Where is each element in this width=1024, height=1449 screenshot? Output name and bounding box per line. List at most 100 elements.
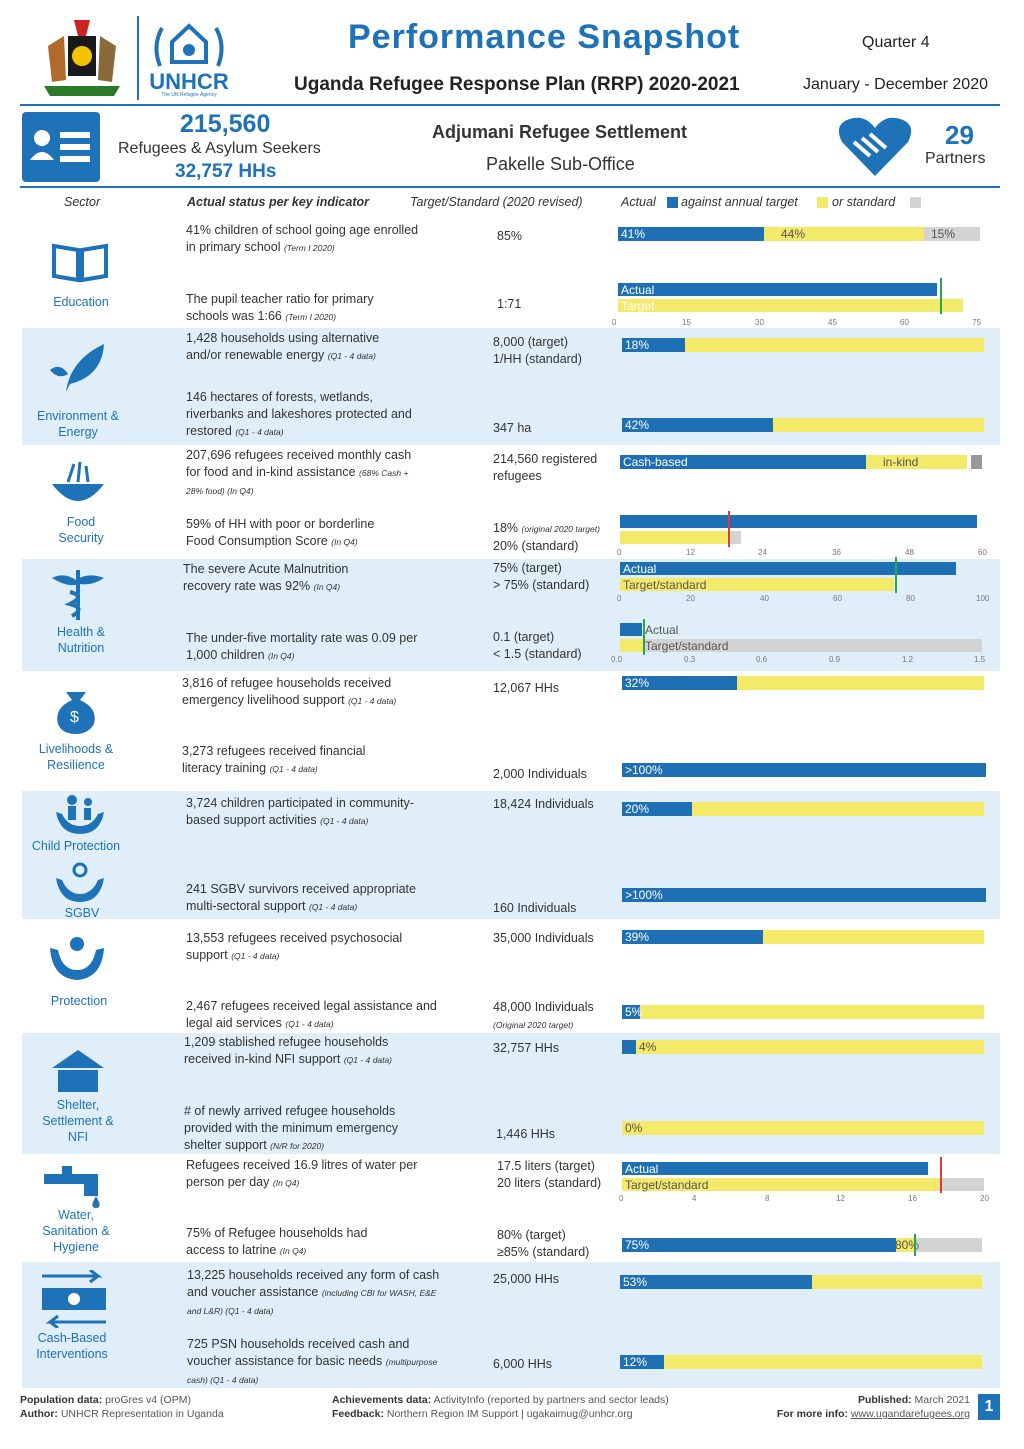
target-marker [728, 511, 730, 547]
chart-bar-actual [620, 515, 982, 528]
bar-label-actual: Actual [623, 562, 657, 576]
target-line: 0.1 (target) [493, 630, 555, 644]
axis-tick: 0 [617, 594, 622, 603]
indicator-text: 241 SGBV survivors received appropriate … [186, 881, 430, 916]
sector-cbi: Cash-Based Interventions [36, 1331, 108, 1361]
bar-standard [971, 455, 982, 469]
indicator-label: 2,467 refugees received legal assistance… [186, 999, 437, 1030]
target-marker [940, 278, 942, 314]
bar-label-target: Target [621, 299, 655, 313]
bar-label-target: 80% [895, 1238, 920, 1252]
target-value: 17.5 liters (target) 20 liters (standard) [497, 1158, 617, 1192]
indicator-label: 146 hectares of forests, wetlands, river… [186, 390, 412, 438]
target-value: 8,000 (target) 1/HH (standard) [493, 334, 613, 368]
bar-label-actual: >100% [625, 763, 663, 777]
bar-actual [620, 455, 866, 469]
indicator-text: 3,816 of refugee households received eme… [182, 675, 432, 710]
target-value: 347 ha [493, 421, 532, 435]
indicator-note: (N/R for 2020) [270, 1141, 325, 1151]
indicator-text: 3,273 refugees received financial litera… [182, 743, 402, 778]
chart-bar-actual: Actual [618, 283, 980, 297]
indicator-text: 146 hectares of forests, wetlands, river… [186, 389, 416, 441]
indicator-label: The pupil teacher ratio for primary scho… [186, 292, 374, 323]
bar-target [622, 1040, 984, 1054]
bar-label-actual: 0% [625, 1121, 643, 1135]
footer-value: ActivityInfo (reported by partners and s… [433, 1394, 669, 1406]
bar-label-actual: 42% [625, 418, 650, 432]
bar-target [622, 1178, 939, 1191]
indicator-note: (Q1 - 4 data) [235, 427, 284, 437]
axis-tick: 0.9 [829, 655, 841, 664]
food-bowl-icon [48, 458, 108, 514]
indicator-note: (Q1 - 4 data) [327, 351, 376, 361]
bar-actual [622, 763, 986, 777]
footer-label: Published: [857, 1394, 912, 1406]
refugee-label: Refugees & Asylum Seekers [118, 140, 321, 157]
target-line: 17.5 liters (target) [497, 1159, 595, 1173]
legend-actual: Actual [621, 195, 656, 209]
axis-tick: 0 [612, 318, 617, 327]
target-line: 48,000 Individuals [493, 1000, 594, 1014]
progress-bar: 39% [622, 930, 984, 944]
bar-standard [729, 531, 741, 544]
bar-label-standard: 15% [931, 227, 956, 241]
bar-actual [620, 1355, 664, 1369]
page-title: Performance Snapshot [348, 18, 741, 56]
bar-label-actual: 18% [625, 338, 650, 352]
target-marker [643, 619, 645, 655]
indicator-note: (In Q4) [272, 1178, 300, 1188]
target-value: 35,000 Individuals [493, 931, 594, 945]
caduceus-icon [48, 566, 108, 622]
footer-achievements: Achievements data: ActivityInfo (reporte… [332, 1393, 669, 1421]
bar-label-actual: Actual [625, 1162, 659, 1176]
target-value: 32,757 HHs [493, 1041, 560, 1055]
bar-target [764, 227, 924, 241]
indicator-note: (Q1 - 4 data) [343, 1055, 392, 1065]
axis-tick: 40 [760, 594, 769, 603]
indicator-note: (In Q4) [313, 582, 341, 592]
education-icon [50, 240, 110, 284]
indicator-text: 59% of HH with poor or borderline Food C… [186, 516, 406, 551]
indicator-text: 13,225 households received any form of c… [187, 1267, 443, 1320]
unhcr-logo: UNHCR The UN Refugee Agency [148, 16, 230, 100]
indicator-text: 41% children of school going age enrolle… [186, 222, 426, 257]
axis-tick: 0 [617, 548, 622, 557]
axis-tick: 60 [833, 594, 842, 603]
bar-actual [620, 562, 956, 575]
progress-bar: Cash-based in-kind [620, 455, 982, 469]
indicator-note: (multipurpose cash) (Q1 - 4 data) [187, 1357, 438, 1385]
bar-label-actual: 12% [623, 1355, 648, 1369]
bar-actual [622, 676, 737, 690]
progress-bar: 5% [622, 1005, 984, 1019]
indicator-label: 207,696 refugees received monthly cash f… [186, 448, 412, 479]
bar-label-actual: 32% [625, 676, 650, 690]
settlement-name: Adjumani Refugee Settlement [432, 122, 688, 142]
money-bag-icon: $ [48, 682, 104, 738]
col-target: Target/Standard (2020 revised) [410, 195, 583, 209]
indicator-label: 241 SGBV survivors received appropriate … [186, 882, 416, 913]
handshake-icon [836, 112, 914, 180]
indicator-label: Refugees received 16.9 litres of water p… [186, 1158, 418, 1189]
bar-target [622, 338, 984, 352]
footer-published: Published: March 2021 For more info: www… [748, 1393, 970, 1421]
website-link[interactable]: www.ugandarefugees.org [850, 1408, 970, 1420]
bar-actual [622, 802, 692, 816]
target-value: 6,000 HHs [493, 1357, 553, 1371]
progress-bar: >100% [622, 888, 986, 902]
bar-label-actual: 4% [639, 1040, 657, 1054]
sector-livelihoods: Livelihoods & Resilience [38, 742, 114, 772]
header-divider [20, 104, 1000, 106]
standard-line: 20 liters (standard) [497, 1176, 602, 1190]
indicator-text: 13,553 refugees received psychosocial su… [186, 930, 430, 965]
axis-tick: 24 [758, 548, 767, 557]
col-sector: Sector [64, 195, 101, 209]
axis-tick: 0 [619, 1194, 624, 1203]
chart-bar-target: Target/standard [620, 578, 982, 592]
sector-protection: Protection [50, 994, 108, 1008]
footer-label: Population data: [20, 1394, 103, 1406]
standard-line: ≥85% (standard) [497, 1245, 590, 1259]
bar-standard [914, 1238, 982, 1252]
legend-target-swatch [817, 197, 828, 208]
bar-actual [622, 1040, 636, 1054]
target-note: (original 2020 target) [521, 524, 600, 534]
